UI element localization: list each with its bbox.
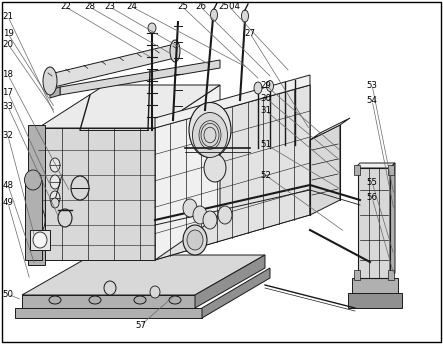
Text: 55: 55: [367, 178, 377, 187]
Ellipse shape: [50, 158, 60, 172]
Ellipse shape: [50, 191, 60, 205]
Polygon shape: [28, 125, 45, 265]
Polygon shape: [155, 75, 310, 128]
Ellipse shape: [33, 232, 47, 248]
Text: 20: 20: [3, 40, 13, 49]
Polygon shape: [60, 60, 220, 95]
Polygon shape: [155, 85, 220, 260]
Polygon shape: [310, 118, 350, 140]
Polygon shape: [50, 44, 175, 88]
Polygon shape: [358, 168, 390, 278]
Ellipse shape: [204, 154, 226, 182]
Text: 29: 29: [260, 81, 271, 90]
Polygon shape: [25, 180, 42, 260]
Text: 32: 32: [3, 131, 13, 140]
Ellipse shape: [183, 225, 207, 255]
Text: 49: 49: [3, 198, 13, 207]
Polygon shape: [352, 278, 398, 295]
Ellipse shape: [169, 296, 181, 304]
Ellipse shape: [89, 296, 101, 304]
Text: 33: 33: [3, 102, 13, 111]
Polygon shape: [38, 85, 220, 128]
Ellipse shape: [193, 206, 207, 224]
Ellipse shape: [71, 176, 89, 200]
Ellipse shape: [187, 230, 203, 250]
Text: 51: 51: [260, 140, 271, 149]
Text: 25: 25: [177, 2, 188, 11]
Ellipse shape: [189, 103, 231, 158]
Ellipse shape: [58, 209, 72, 227]
Ellipse shape: [51, 198, 59, 208]
Polygon shape: [22, 255, 265, 295]
Polygon shape: [38, 128, 155, 260]
Ellipse shape: [241, 10, 249, 22]
Ellipse shape: [104, 281, 116, 295]
Polygon shape: [22, 295, 195, 308]
Text: 2504: 2504: [218, 2, 241, 11]
Polygon shape: [310, 125, 340, 215]
Polygon shape: [354, 270, 360, 280]
Text: 22: 22: [60, 2, 71, 11]
Text: 28: 28: [84, 2, 95, 11]
Ellipse shape: [210, 9, 218, 21]
Polygon shape: [390, 163, 395, 278]
Ellipse shape: [49, 296, 61, 304]
Text: 24: 24: [127, 2, 137, 11]
Ellipse shape: [203, 211, 217, 229]
Ellipse shape: [218, 206, 232, 224]
Text: 48: 48: [3, 181, 13, 190]
Ellipse shape: [183, 199, 197, 217]
Ellipse shape: [27, 205, 45, 235]
Text: 57: 57: [136, 321, 146, 330]
Polygon shape: [355, 163, 395, 168]
Ellipse shape: [50, 175, 60, 189]
Polygon shape: [348, 293, 402, 308]
Text: 54: 54: [367, 96, 377, 105]
Ellipse shape: [43, 67, 57, 95]
Text: 18: 18: [3, 71, 13, 79]
Ellipse shape: [148, 23, 156, 33]
Text: 27: 27: [245, 29, 256, 38]
Text: 31: 31: [260, 106, 271, 115]
Text: 53: 53: [367, 81, 377, 90]
Ellipse shape: [254, 82, 262, 94]
Text: 19: 19: [3, 29, 13, 38]
Text: 30: 30: [260, 94, 271, 103]
Ellipse shape: [193, 112, 228, 158]
Ellipse shape: [29, 238, 43, 258]
Text: 26: 26: [195, 2, 206, 11]
Text: 50: 50: [3, 290, 13, 299]
Polygon shape: [388, 270, 394, 280]
Polygon shape: [195, 255, 265, 308]
Polygon shape: [50, 87, 60, 98]
Polygon shape: [388, 165, 394, 175]
Ellipse shape: [150, 286, 160, 298]
Polygon shape: [354, 165, 360, 175]
Polygon shape: [30, 230, 50, 250]
Ellipse shape: [134, 296, 146, 304]
Polygon shape: [15, 308, 202, 318]
Text: 56: 56: [367, 193, 377, 202]
Text: 52: 52: [260, 171, 271, 180]
Text: 17: 17: [3, 88, 13, 97]
Polygon shape: [155, 85, 310, 260]
Text: 21: 21: [3, 12, 13, 21]
Text: 23: 23: [105, 2, 115, 11]
Ellipse shape: [24, 170, 42, 190]
Polygon shape: [202, 268, 270, 318]
Ellipse shape: [170, 40, 180, 62]
Ellipse shape: [267, 80, 273, 92]
